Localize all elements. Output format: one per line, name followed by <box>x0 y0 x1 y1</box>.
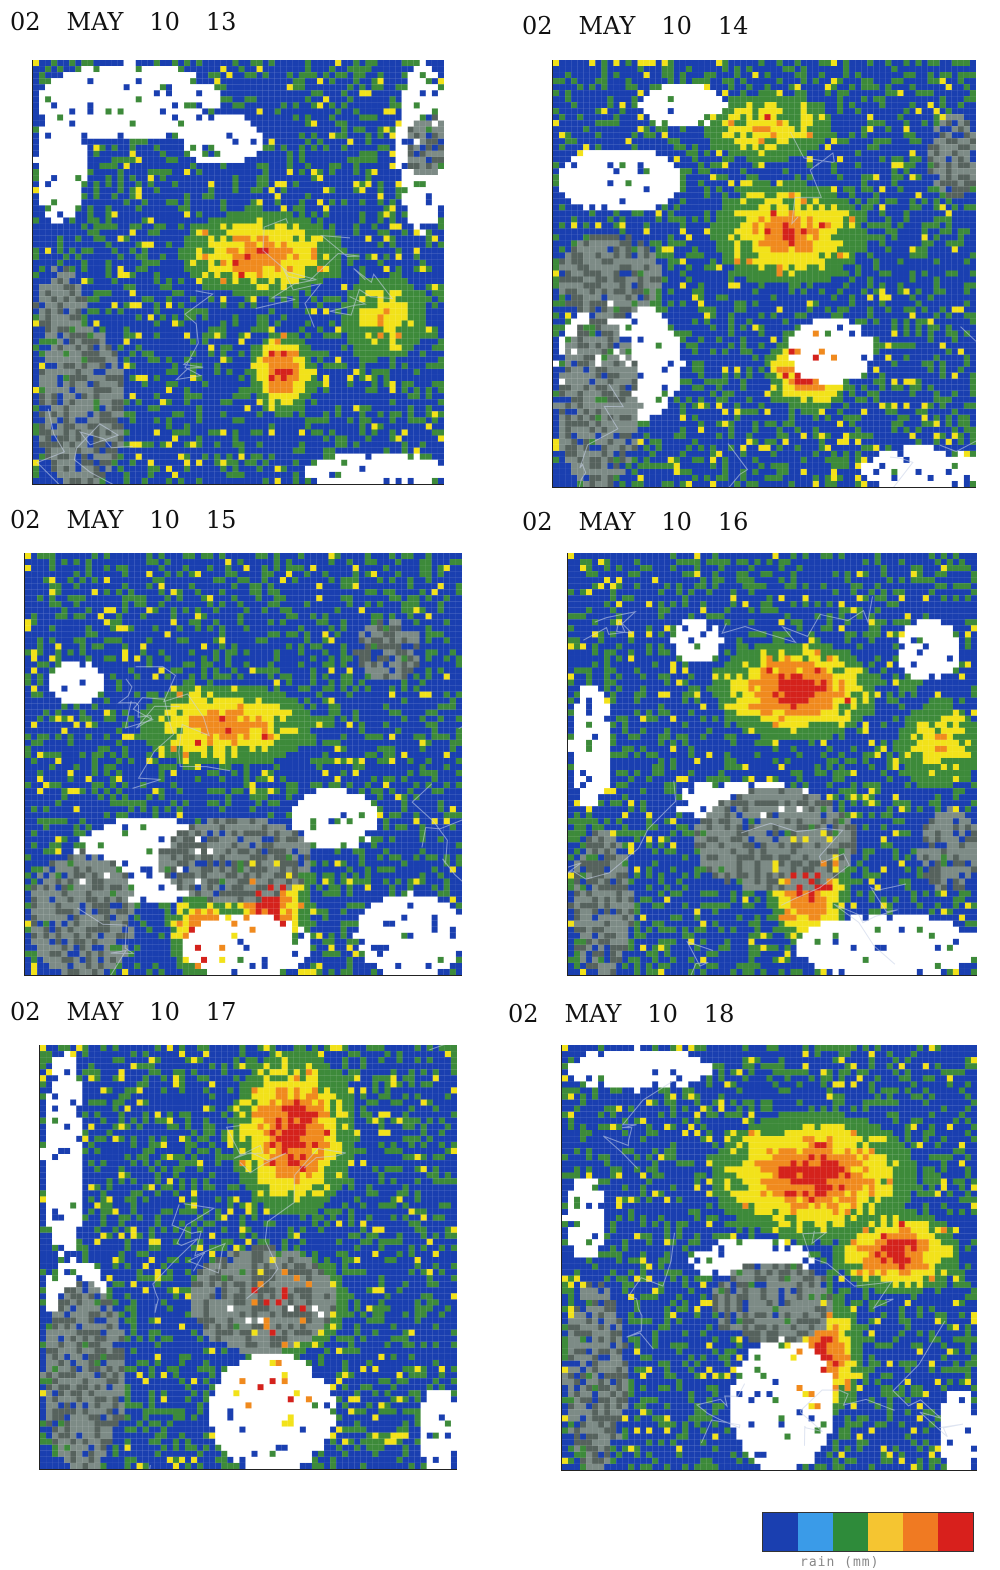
radar-mosaic <box>33 60 444 484</box>
timestamp-minute: 13 <box>206 8 237 36</box>
timestamp-day: 02 <box>522 508 553 536</box>
radar-map-panel <box>552 60 976 488</box>
timestamp-month: MAY <box>67 506 124 534</box>
timestamp-minute: 15 <box>206 506 237 534</box>
timestamp-hour: 10 <box>647 1000 678 1028</box>
radar-mosaic <box>562 1045 977 1470</box>
timestamp-minute: 18 <box>704 1000 735 1028</box>
timestamp-hour: 10 <box>149 998 180 1026</box>
legend-swatch-green <box>833 1513 868 1551</box>
radar-map-panel <box>561 1045 977 1471</box>
timestamp-month: MAY <box>579 508 636 536</box>
legend-swatch-red <box>938 1513 973 1551</box>
timestamp-month: MAY <box>579 12 636 40</box>
legend-swatch-yellow <box>868 1513 903 1551</box>
radar-map-panel <box>567 553 977 976</box>
rain-color-legend <box>762 1512 974 1552</box>
timestamp-minute: 16 <box>718 508 749 536</box>
legend-swatch-blue <box>763 1513 798 1551</box>
timestamp-hour: 10 <box>661 508 692 536</box>
timestamp-day: 02 <box>522 12 553 40</box>
radar-mosaic <box>553 60 976 487</box>
timestamp-month: MAY <box>67 8 124 36</box>
legend-swatch-orange <box>903 1513 938 1551</box>
panel-timestamp: 02 MAY 10 13 <box>10 8 236 36</box>
radar-map-panel <box>24 553 462 976</box>
panel-timestamp: 02 MAY 10 14 <box>522 12 748 40</box>
timestamp-minute: 14 <box>718 12 749 40</box>
radar-mosaic <box>40 1045 457 1469</box>
panel-timestamp: 02 MAY 10 17 <box>10 998 236 1026</box>
legend-caption: rain (mm) <box>800 1555 879 1570</box>
timestamp-minute: 17 <box>206 998 237 1026</box>
radar-map-panel <box>32 60 444 485</box>
panel-timestamp: 02 MAY 10 18 <box>508 1000 734 1028</box>
panel-timestamp: 02 MAY 10 16 <box>522 508 748 536</box>
timestamp-day: 02 <box>10 8 41 36</box>
timestamp-hour: 10 <box>149 506 180 534</box>
timestamp-day: 02 <box>10 998 41 1026</box>
timestamp-month: MAY <box>67 998 124 1026</box>
radar-map-panel <box>39 1045 457 1470</box>
radar-mosaic <box>25 553 462 975</box>
timestamp-day: 02 <box>10 506 41 534</box>
timestamp-day: 02 <box>508 1000 539 1028</box>
radar-mosaic <box>568 553 977 975</box>
timestamp-hour: 10 <box>661 12 692 40</box>
timestamp-month: MAY <box>565 1000 622 1028</box>
legend-swatch-lightblue <box>798 1513 833 1551</box>
panel-timestamp: 02 MAY 10 15 <box>10 506 236 534</box>
timestamp-hour: 10 <box>149 8 180 36</box>
